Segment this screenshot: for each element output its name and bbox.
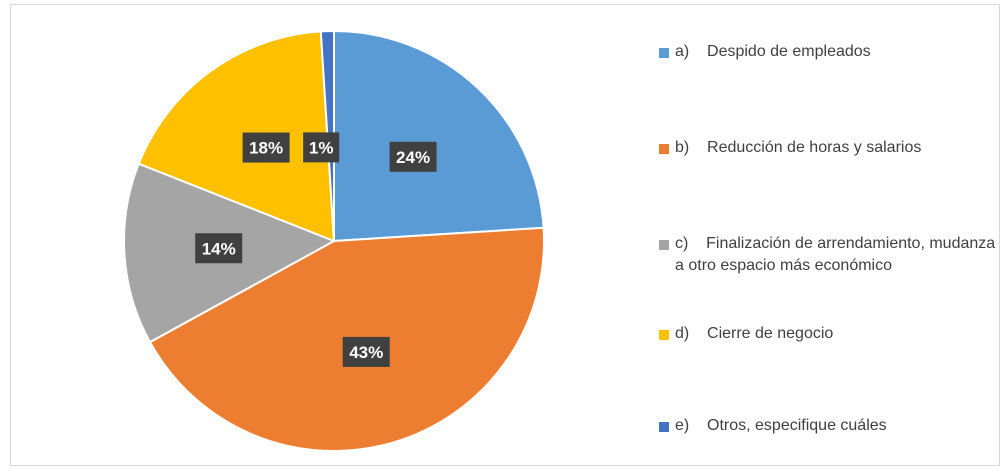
legend-label-a: a) Despido de empleados	[675, 43, 871, 60]
legend-label-e: e) Otros, especifique cuáles	[675, 417, 887, 434]
data-label-text-d: 18%	[249, 139, 283, 158]
legend-label-d: d) Cierre de negocio	[675, 325, 834, 342]
data-label-b: 43%	[342, 336, 390, 367]
data-label-c: 14%	[195, 233, 243, 264]
chart-frame: 24% 43% 14% 18% 1% a) Despido de empleados b…	[10, 4, 1000, 466]
legend-swatch-b	[659, 144, 669, 154]
legend-label-c: c) Finalización de arrendamiento, mudanz…	[675, 235, 1000, 274]
data-label-box-a	[389, 141, 437, 172]
legend-item-e: e) Otros, especifique cuáles	[659, 415, 1005, 437]
data-label-box-d	[242, 132, 290, 163]
legend-item-b: b) Reducción de horas y salarios	[659, 137, 1005, 159]
data-label-box-e	[303, 132, 340, 163]
legend-swatch-d	[659, 330, 669, 340]
legend-item-a: a) Despido de empleados	[659, 41, 1005, 63]
legend-item-d: d) Cierre de negocio	[659, 323, 1005, 345]
data-label-e: 1%	[303, 132, 340, 163]
data-label-box-b	[342, 336, 390, 367]
data-label-text-e: 1%	[309, 138, 334, 157]
data-label-text-a: 24%	[396, 148, 430, 167]
legend-swatch-c	[659, 240, 669, 250]
legend-swatch-e	[659, 422, 669, 432]
legend-item-c: c) Finalización de arrendamiento, mudanz…	[659, 233, 1005, 277]
data-label-text-b: 43%	[349, 343, 383, 362]
legend-label-b: b) Reducción de horas y salarios	[675, 139, 922, 156]
data-label-d: 18%	[242, 132, 290, 163]
legend-swatch-a	[659, 48, 669, 58]
pie-chart: 24% 43% 14% 18% 1%	[123, 29, 545, 452]
data-label-text-c: 14%	[202, 239, 236, 258]
pie-slice-a	[333, 29, 545, 243]
data-label-a: 24%	[389, 141, 437, 172]
pie-slice-d	[137, 30, 336, 243]
data-label-box-c	[195, 233, 243, 264]
